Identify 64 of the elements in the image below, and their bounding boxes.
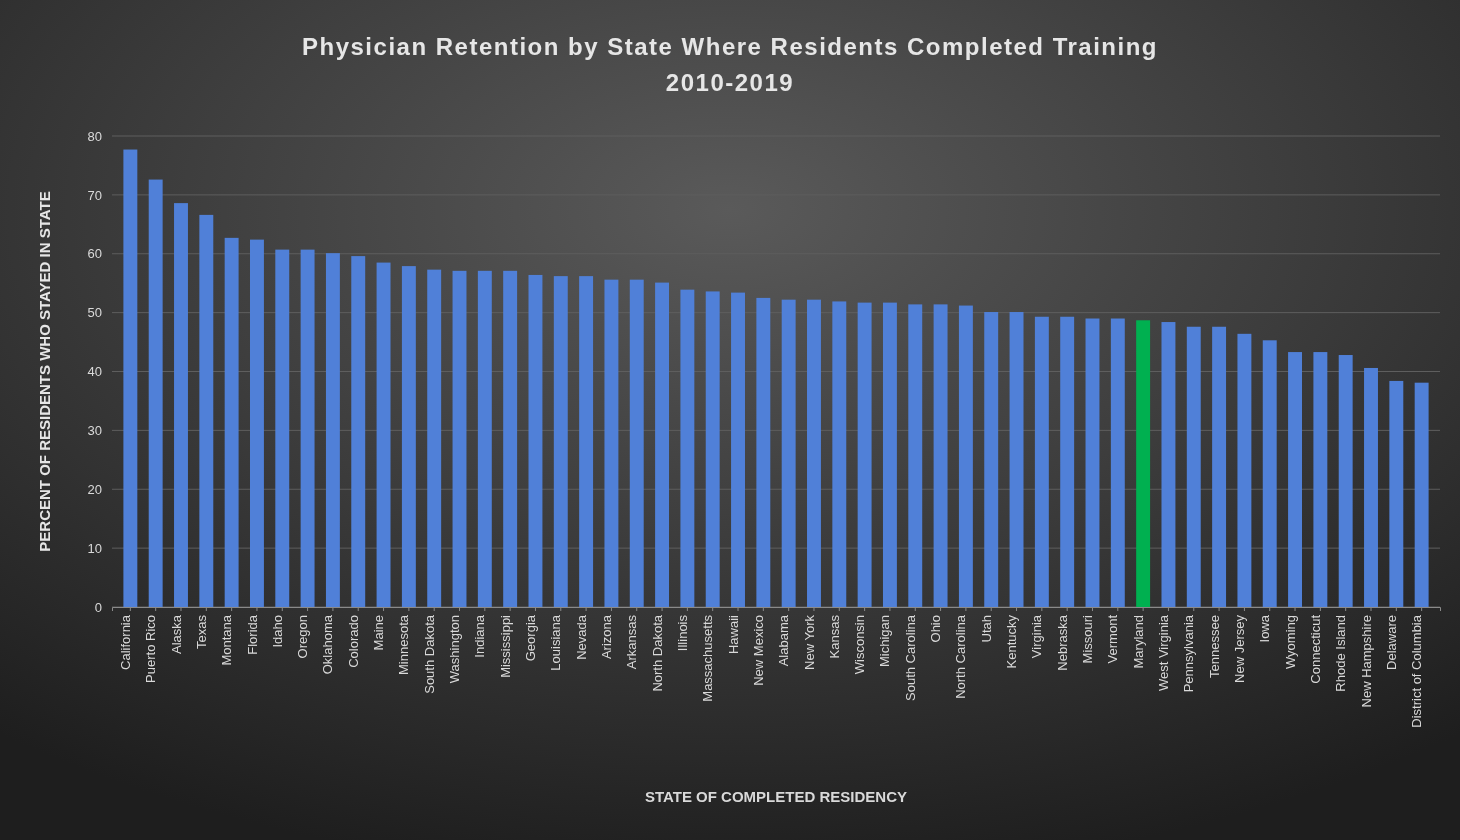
- x-tick-label: Alabama: [776, 614, 792, 667]
- x-tick-label: Ohio: [928, 615, 944, 643]
- x-tick-label: New Jersey: [1231, 614, 1247, 683]
- x-tick-label: Idaho: [269, 615, 285, 648]
- x-tick-label: West Virginia: [1155, 614, 1171, 692]
- x-tick-label: North Carolina: [953, 614, 969, 699]
- x-tick-label: Illinois: [674, 614, 690, 652]
- x-tick-label: Oregon: [295, 615, 311, 659]
- x-tick-label: Iowa: [1257, 614, 1273, 643]
- x-tick-label: Montana: [219, 614, 235, 666]
- x-tick-label: Wisconsin: [852, 615, 868, 675]
- x-tick-label: Maryland: [1130, 615, 1146, 669]
- x-tick-label: Nebraska: [1054, 614, 1070, 671]
- y-tick-label: 30: [87, 423, 102, 439]
- y-tick-label: 0: [94, 599, 102, 615]
- x-tick-label: California: [117, 614, 133, 670]
- x-tick-label: Nevada: [573, 614, 589, 660]
- x-tick-label: Pennsylvania: [1181, 614, 1197, 693]
- x-tick-label: Massachusetts: [700, 614, 716, 702]
- x-tick-label: District of Columbia: [1409, 614, 1425, 728]
- x-tick-label: Rhode Island: [1333, 615, 1349, 692]
- y-tick-label: 10: [87, 540, 102, 556]
- x-tick-label: Minnesota: [396, 614, 412, 675]
- y-tick-label: 20: [87, 481, 102, 497]
- x-tick-label: New York: [801, 614, 817, 670]
- x-tick-label: Michigan: [877, 615, 893, 668]
- x-tick-label: Connecticut: [1307, 614, 1323, 684]
- x-tick-label: North Dakota: [649, 614, 665, 692]
- x-tick-label: Indiana: [472, 614, 488, 658]
- x-tick-label: Hawaii: [725, 614, 741, 655]
- x-tick-label: Wyoming: [1282, 615, 1298, 670]
- x-tick-label: Washington: [447, 615, 463, 684]
- x-tick-label: South Carolina: [902, 614, 918, 701]
- x-tick-label: Kentucky: [1004, 614, 1020, 669]
- x-tick-label: Mississippi: [497, 614, 513, 678]
- y-tick-label: 70: [87, 187, 102, 203]
- y-tick-label: 50: [87, 305, 102, 321]
- x-tick-label: New Hampshire: [1358, 615, 1374, 708]
- x-tick-label: South Dakota: [421, 614, 437, 694]
- x-tick-label: Vermont: [1105, 614, 1121, 664]
- y-tick-label: 60: [87, 246, 102, 262]
- x-tick-label: Delaware: [1383, 615, 1399, 670]
- x-tick-label: New Mexico: [750, 615, 766, 686]
- y-axis-title: PERCENT OF RESIDENTS WHO STAYED IN STATE: [36, 191, 53, 552]
- y-tick-label: 40: [87, 364, 102, 380]
- x-tick-label: Colorado: [345, 615, 361, 668]
- x-tick-label: Tennessee: [1206, 615, 1222, 678]
- x-tick-label: Virginia: [1029, 614, 1045, 659]
- y-tick-label: 80: [87, 128, 102, 144]
- x-axis-title: STATE OF COMPLETED RESIDENCY: [645, 788, 907, 805]
- x-tick-label: Kansas: [826, 614, 842, 659]
- chart-title: Physician Retention by State Where Residents Completed Training 2010-2019: [302, 33, 1158, 96]
- x-tick-label: Texas: [193, 614, 209, 649]
- x-tick-label: Alaska: [168, 614, 184, 655]
- x-tick-label: Arizona: [598, 614, 614, 660]
- x-tick-label: Puerto Rico: [143, 615, 159, 683]
- x-tick-label: Maine: [371, 615, 387, 651]
- x-tick-label: Missouri: [1080, 614, 1096, 664]
- x-tick-label: Utah: [978, 615, 994, 643]
- x-tick-label: Arkansas: [624, 614, 640, 670]
- x-tick-label: Georgia: [523, 614, 538, 662]
- x-tick-label: Oklahoma: [320, 614, 336, 675]
- x-tick-label: Louisiana: [548, 614, 564, 671]
- x-tick-label: Florida: [244, 614, 260, 655]
